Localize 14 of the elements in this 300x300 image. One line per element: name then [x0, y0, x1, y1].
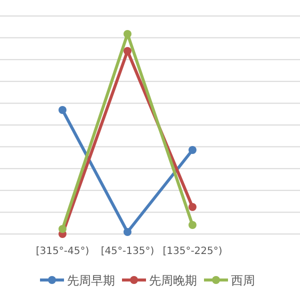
point — [124, 47, 132, 55]
legend-label: 先周早期 — [67, 274, 115, 288]
legend-label: 先周晚期 — [149, 274, 197, 288]
point — [58, 106, 66, 114]
point — [58, 225, 66, 233]
x-tick-label: [45°-135°) — [100, 246, 154, 257]
point — [124, 228, 132, 236]
point — [188, 221, 196, 229]
x-tick-label: [135°-225°) — [162, 246, 222, 257]
point — [124, 30, 132, 38]
point — [188, 203, 196, 211]
legend-label: 西周 — [231, 274, 255, 288]
point — [188, 146, 196, 154]
x-tick-label: [315°-45°) — [36, 246, 90, 257]
